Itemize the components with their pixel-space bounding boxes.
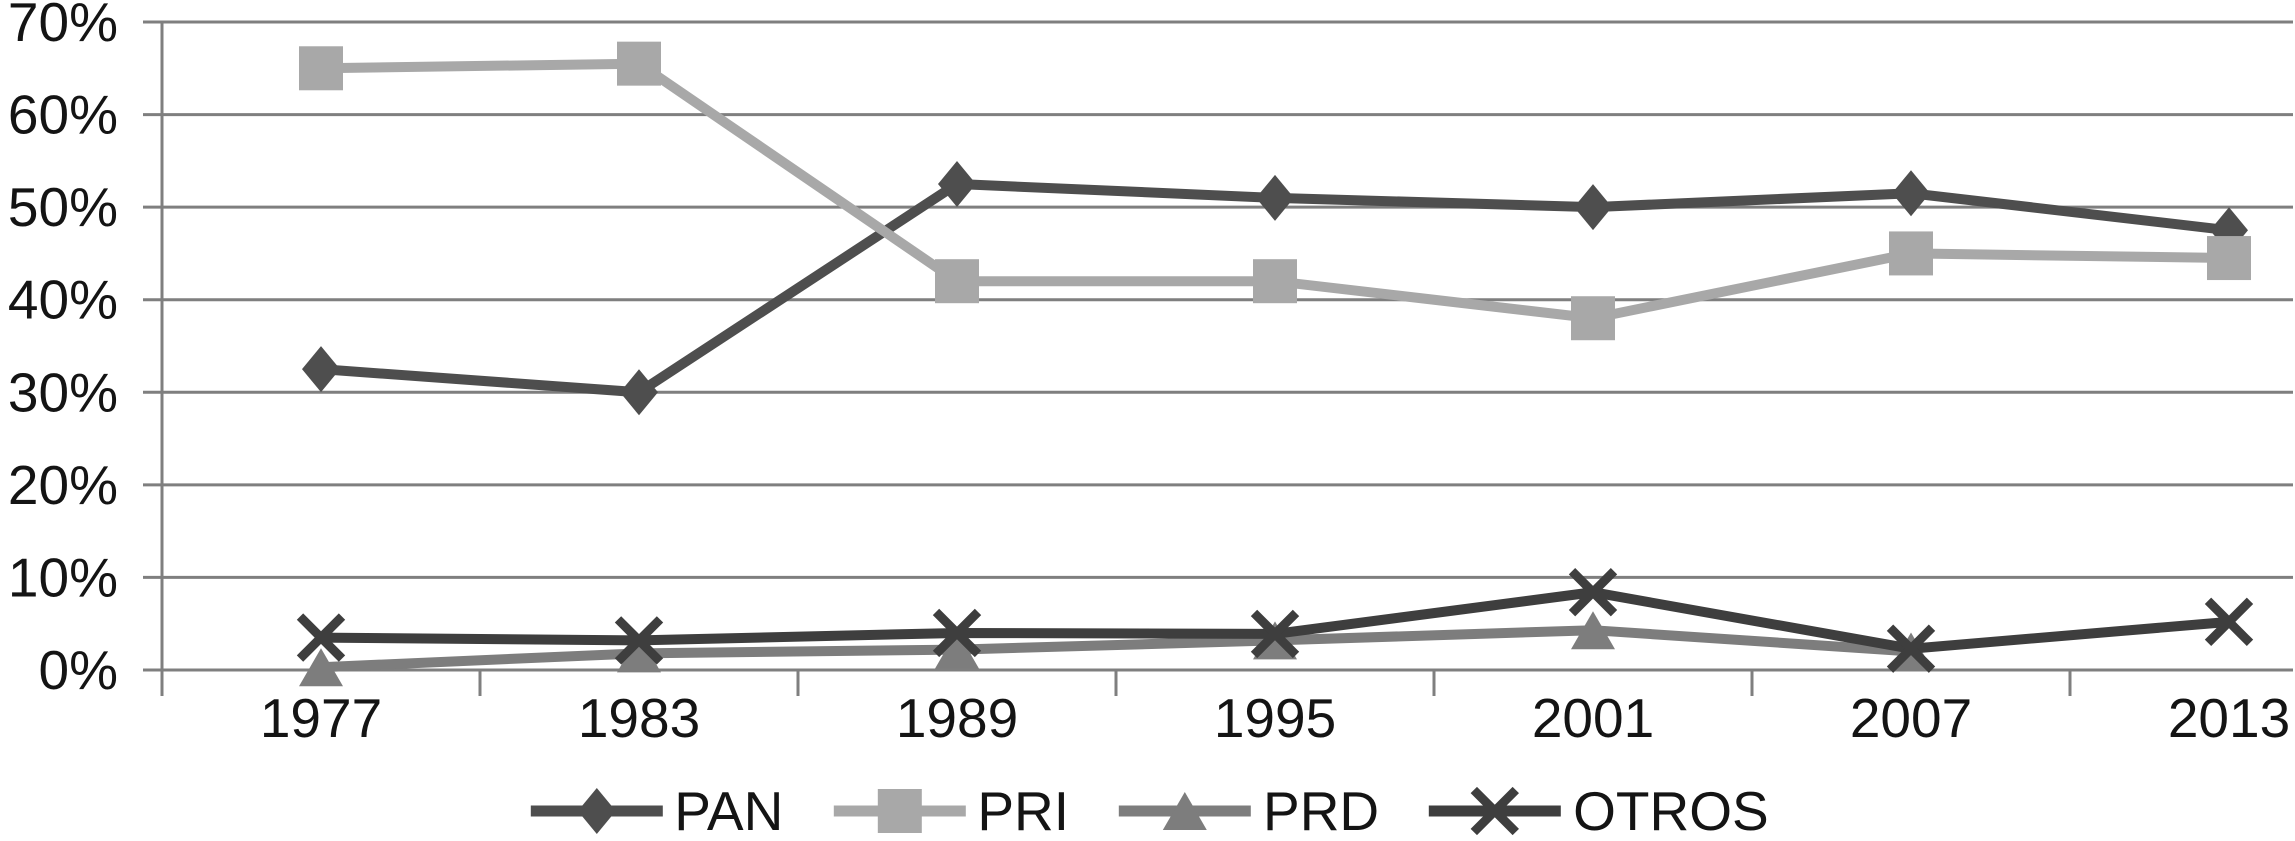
legend-label: PRI	[977, 779, 1070, 841]
legend-item-pri: PRI	[829, 781, 1069, 841]
x-axis-tick-label: 2001	[1532, 687, 1654, 749]
square-marker	[1571, 296, 1615, 341]
legend-marker-triangle-icon	[1119, 792, 1252, 830]
diamond-marker	[577, 788, 616, 834]
y-axis-tick-label: 70%	[8, 0, 118, 53]
x-marker	[1886, 624, 1936, 673]
y-axis-tick-label: 50%	[8, 176, 118, 238]
legend-marker-x-icon	[1429, 786, 1562, 836]
x-axis-tick-label: 1983	[578, 687, 700, 749]
series-line-prd	[320, 625, 1912, 673]
y-axis-tick-label: 20%	[8, 454, 118, 516]
square-marker	[2207, 236, 2251, 281]
x-axis-tick-label: 1977	[260, 687, 382, 749]
diamond-marker	[1892, 170, 1930, 217]
x-marker	[1250, 609, 1300, 659]
square-marker	[299, 46, 343, 91]
legend-item-otros: OTROS	[1425, 781, 1769, 841]
y-axis-tick-label: 40%	[8, 269, 118, 331]
x-axis-tick-label: 2013	[2168, 687, 2290, 749]
square-marker	[935, 259, 979, 304]
x-marker	[1568, 568, 1618, 617]
triangle-marker	[1571, 611, 1615, 650]
diamond-marker	[620, 369, 658, 416]
x-marker	[932, 608, 982, 658]
legend-item-prd: PRD	[1115, 781, 1379, 841]
square-marker	[617, 41, 661, 86]
chart-legend: PAN PRI PRD OTROS	[526, 781, 1769, 841]
y-axis-tick-label: 0%	[39, 639, 119, 701]
triangle-marker	[935, 630, 979, 669]
legend-label: PAN	[674, 779, 784, 841]
x-marker	[1470, 786, 1520, 836]
square-marker	[1253, 259, 1297, 304]
square-marker	[1889, 231, 1933, 276]
x-axis-tick-label: 1995	[1214, 687, 1336, 749]
x-axis-tick-label: 2007	[1850, 687, 1972, 749]
legend-label: OTROS	[1573, 779, 1769, 841]
legend-label: PRD	[1263, 779, 1380, 841]
x-axis-tick-label: 1989	[896, 687, 1018, 749]
diamond-marker	[302, 346, 340, 393]
legend-marker-diamond-icon	[530, 788, 663, 834]
legend-item-pan: PAN	[526, 781, 783, 841]
y-axis-tick-label: 30%	[8, 361, 118, 423]
triangle-marker	[617, 634, 661, 673]
y-axis-tick-label: 10%	[8, 546, 118, 608]
triangle-marker	[1163, 792, 1208, 830]
x-marker	[296, 613, 346, 662]
square-marker	[877, 789, 922, 833]
triangle-marker	[299, 648, 343, 687]
diamond-marker	[1574, 184, 1612, 231]
diamond-marker	[1256, 174, 1294, 221]
x-marker	[2204, 597, 2254, 647]
y-axis-tick-label: 60%	[8, 84, 118, 146]
legend-marker-square-icon	[833, 789, 966, 833]
x-marker	[614, 616, 664, 665]
diamond-marker	[938, 161, 976, 207]
